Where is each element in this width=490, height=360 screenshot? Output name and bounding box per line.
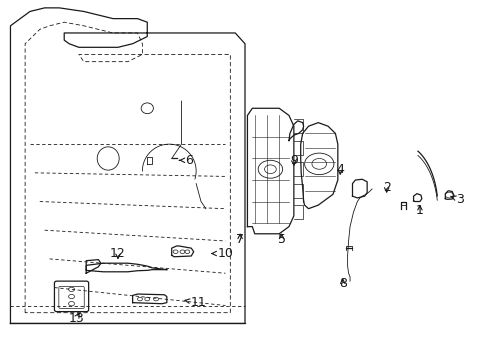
Text: 4: 4	[336, 163, 344, 176]
Text: 8: 8	[339, 278, 347, 291]
Text: 12: 12	[110, 247, 126, 260]
Text: 3: 3	[451, 193, 464, 206]
Text: 6: 6	[179, 154, 193, 167]
Text: 7: 7	[236, 233, 244, 246]
Text: 13: 13	[69, 311, 84, 325]
Text: 11: 11	[185, 296, 206, 309]
Text: 9: 9	[290, 154, 298, 167]
Text: 1: 1	[416, 204, 424, 217]
Text: 10: 10	[212, 247, 233, 260]
Text: 2: 2	[383, 181, 391, 194]
Text: 5: 5	[278, 233, 286, 246]
